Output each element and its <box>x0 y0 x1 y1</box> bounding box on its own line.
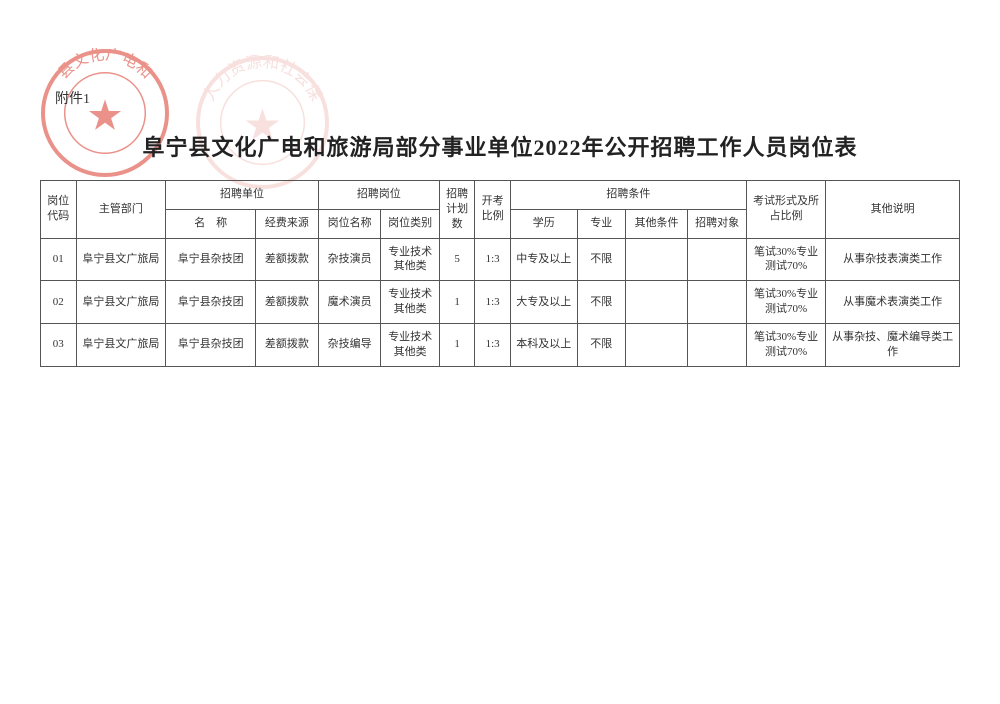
th-cond-target: 招聘对象 <box>688 209 746 238</box>
th-code: 岗位代码 <box>41 181 77 239</box>
cell-post_cat: 专业技术其他类 <box>381 281 439 324</box>
cell-exam: 笔试30%专业测试70% <box>746 323 825 366</box>
table-body: 01阜宁县文广旅局阜宁县杂技团差额拨款杂技演员专业技术其他类51:3中专及以上不… <box>41 238 960 366</box>
th-cond-group: 招聘条件 <box>510 181 746 210</box>
cell-remark: 从事杂技、魔术编导类工作 <box>826 323 960 366</box>
cell-exam: 笔试30%专业测试70% <box>746 281 825 324</box>
cell-dept: 阜宁县文广旅局 <box>76 238 166 281</box>
cell-cond_major: 不限 <box>577 238 625 281</box>
cell-cond_major: 不限 <box>577 281 625 324</box>
recruitment-table: 岗位代码 主管部门 招聘单位 招聘岗位 招聘计划数 开考比例 招聘条件 考试形式… <box>40 180 960 367</box>
cell-code: 01 <box>41 238 77 281</box>
table-row: 02阜宁县文广旅局阜宁县杂技团差额拨款魔术演员专业技术其他类11:3大专及以上不… <box>41 281 960 324</box>
th-unit-group: 招聘单位 <box>166 181 318 210</box>
cell-unit_name: 阜宁县杂技团 <box>166 281 256 324</box>
cell-plan: 1 <box>439 281 475 324</box>
th-post-name: 岗位名称 <box>318 209 381 238</box>
cell-remark: 从事杂技表演类工作 <box>826 238 960 281</box>
svg-text:人力资源和社会保: 人力资源和社会保 <box>200 55 325 104</box>
cell-cond_other <box>625 281 688 324</box>
th-remark: 其他说明 <box>826 181 960 239</box>
table-row: 01阜宁县文广旅局阜宁县杂技团差额拨款杂技演员专业技术其他类51:3中专及以上不… <box>41 238 960 281</box>
cell-post_cat: 专业技术其他类 <box>381 323 439 366</box>
cell-dept: 阜宁县文广旅局 <box>76 323 166 366</box>
svg-text:县文化广电和: 县文化广电和 <box>55 48 156 82</box>
cell-unit_name: 阜宁县杂技团 <box>166 323 256 366</box>
cell-plan: 1 <box>439 323 475 366</box>
cell-cond_other <box>625 238 688 281</box>
cell-cond_target <box>688 238 746 281</box>
cell-cond_major: 不限 <box>577 323 625 366</box>
cell-ratio: 1:3 <box>475 238 511 281</box>
cell-exam: 笔试30%专业测试70% <box>746 238 825 281</box>
cell-remark: 从事魔术表演类工作 <box>826 281 960 324</box>
cell-post_name: 杂技演员 <box>318 238 381 281</box>
th-dept: 主管部门 <box>76 181 166 239</box>
cell-dept: 阜宁县文广旅局 <box>76 281 166 324</box>
table-row: 03阜宁县文广旅局阜宁县杂技团差额拨款杂技编导专业技术其他类11:3本科及以上不… <box>41 323 960 366</box>
document-page: 县文化广电和 人力资源和社会保 附件1 阜宁县文化广电和旅游局部分事业单位202… <box>0 0 1000 704</box>
th-cond-other: 其他条件 <box>625 209 688 238</box>
cell-post_cat: 专业技术其他类 <box>381 238 439 281</box>
th-cond-edu: 学历 <box>510 209 577 238</box>
th-exam: 考试形式及所占比例 <box>746 181 825 239</box>
cell-unit_fund: 差额拨款 <box>256 281 319 324</box>
page-title: 阜宁县文化广电和旅游局部分事业单位2022年公开招聘工作人员岗位表 <box>40 130 960 162</box>
cell-ratio: 1:3 <box>475 281 511 324</box>
cell-post_name: 魔术演员 <box>318 281 381 324</box>
cell-cond_other <box>625 323 688 366</box>
th-plan: 招聘计划数 <box>439 181 475 239</box>
th-post-group: 招聘岗位 <box>318 181 439 210</box>
cell-cond_edu: 本科及以上 <box>510 323 577 366</box>
cell-ratio: 1:3 <box>475 323 511 366</box>
th-ratio: 开考比例 <box>475 181 511 239</box>
th-cond-major: 专业 <box>577 209 625 238</box>
cell-post_name: 杂技编导 <box>318 323 381 366</box>
cell-cond_edu: 中专及以上 <box>510 238 577 281</box>
table-header: 岗位代码 主管部门 招聘单位 招聘岗位 招聘计划数 开考比例 招聘条件 考试形式… <box>41 181 960 239</box>
cell-code: 03 <box>41 323 77 366</box>
official-stamp-right: 人力资源和社会保 <box>195 55 330 190</box>
cell-unit_fund: 差额拨款 <box>256 323 319 366</box>
cell-cond_edu: 大专及以上 <box>510 281 577 324</box>
cell-unit_name: 阜宁县杂技团 <box>166 238 256 281</box>
cell-cond_target <box>688 323 746 366</box>
th-unit-fund: 经费来源 <box>256 209 319 238</box>
cell-cond_target <box>688 281 746 324</box>
cell-code: 02 <box>41 281 77 324</box>
cell-unit_fund: 差额拨款 <box>256 238 319 281</box>
th-unit-name: 名 称 <box>166 209 256 238</box>
cell-plan: 5 <box>439 238 475 281</box>
th-post-cat: 岗位类别 <box>381 209 439 238</box>
attachment-label: 附件1 <box>55 88 90 108</box>
